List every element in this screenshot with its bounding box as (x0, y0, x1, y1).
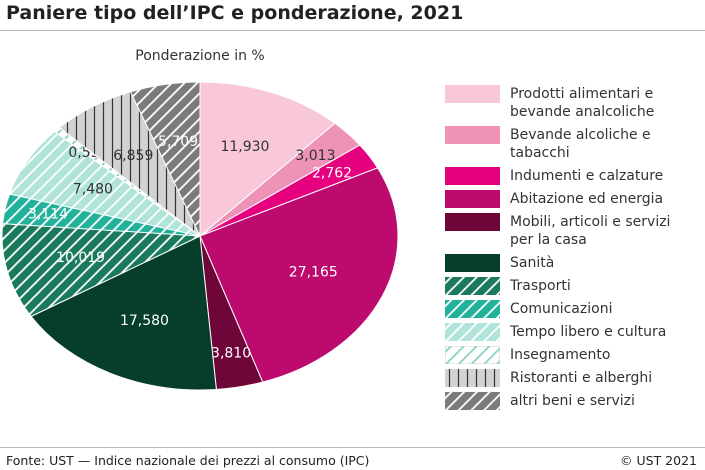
legend-swatch (445, 213, 500, 231)
rule (0, 30, 705, 31)
legend-swatch (445, 300, 500, 318)
legend-item: Bevande alcoliche e tabacchi (445, 126, 700, 162)
legend-swatch-fill (445, 85, 500, 103)
pie-slice (199, 81, 336, 238)
data-label: 3,013 (295, 148, 335, 164)
legend-label: Sanità (510, 255, 555, 271)
legend-swatch (445, 167, 500, 185)
data-label: 3,114 (28, 207, 68, 223)
data-label: 11,930 (220, 139, 269, 155)
legend-swatch-fill (445, 369, 500, 387)
legend-swatch-fill (445, 346, 500, 364)
legend-label: altri beni e servizi (510, 393, 635, 409)
data-label: 27,165 (289, 265, 338, 281)
legend-swatch-fill (445, 126, 500, 144)
data-label: 17,580 (120, 313, 169, 329)
legend-swatch (445, 277, 500, 295)
data-label: 3,810 (211, 346, 251, 362)
source: Fonte: UST — Indice nazionale dei prezzi… (6, 453, 370, 468)
chart-title: Paniere tipo dell’IPC e ponderazione, 20… (6, 2, 464, 24)
rule (0, 447, 705, 448)
legend-item: Mobili, articoli e servizi per la casa (445, 213, 700, 249)
legend-swatch-fill (445, 167, 500, 185)
legend-swatch (445, 323, 500, 341)
legend-swatch (445, 126, 500, 144)
legend-swatch-fill (445, 392, 500, 410)
legend-swatch (445, 369, 500, 387)
pie-slice (30, 235, 217, 391)
legend-label: Bevande alcoliche e tabacchi (510, 127, 651, 161)
pie-slice (1, 223, 202, 318)
legend-item: Prodotti alimentari e bevande analcolich… (445, 85, 700, 121)
legend-swatch (445, 392, 500, 410)
legend-label: Mobili, articoli e servizi per la casa (510, 214, 671, 248)
legend-swatch-fill (445, 190, 500, 208)
legend-item: Indumenti e calzature (445, 167, 700, 185)
legend-swatch-fill (445, 213, 500, 231)
legend-label: Ristoranti e alberghi (510, 370, 653, 386)
pie-slice (199, 167, 399, 383)
legend-label: Indumenti e calzature (510, 168, 664, 184)
pie-chart: Ponderazione in % 11,930 3,013 2,762 27,165… (1, 48, 399, 391)
legend-item: Tempo libero e cultura (445, 323, 700, 341)
legend-label: Tempo libero e cultura (510, 324, 667, 340)
pie-slice (129, 81, 201, 237)
legend-item: Ristoranti e alberghi (445, 369, 700, 387)
legend-item: Insegnamento (445, 346, 700, 364)
legend-swatch (445, 346, 500, 364)
legend-swatch (445, 85, 500, 103)
legend-item: altri beni e servizi (445, 392, 700, 410)
data-label: 10,019 (56, 250, 105, 266)
legend-swatch-fill (445, 323, 500, 341)
copyright: © UST 2021 (620, 453, 697, 468)
legend-item: Trasporti (445, 277, 700, 295)
legend-item: Abitazione ed energia (445, 190, 700, 208)
legend-swatch-fill (445, 254, 500, 272)
data-label: 6,859 (113, 148, 153, 164)
chart-subtitle: Ponderazione in % (135, 48, 264, 64)
legend-label: Prodotti alimentari e bevande analcolich… (510, 86, 655, 120)
data-label: 5,709 (158, 134, 198, 150)
legend-label: Trasporti (510, 278, 571, 294)
legend-swatch-fill (445, 277, 500, 295)
legend-label: Comunicazioni (510, 301, 613, 317)
data-label: 2,762 (312, 166, 352, 182)
legend-swatch (445, 190, 500, 208)
legend-label: Insegnamento (510, 347, 611, 363)
data-label: 7,480 (73, 181, 113, 197)
legend-item: Comunicazioni (445, 300, 700, 318)
legend-swatch (445, 254, 500, 272)
legend: Prodotti alimentari e bevande analcolich… (445, 85, 700, 415)
legend-label: Abitazione ed energia (510, 191, 664, 207)
legend-swatch-fill (445, 300, 500, 318)
legend-item: Sanità (445, 254, 700, 272)
